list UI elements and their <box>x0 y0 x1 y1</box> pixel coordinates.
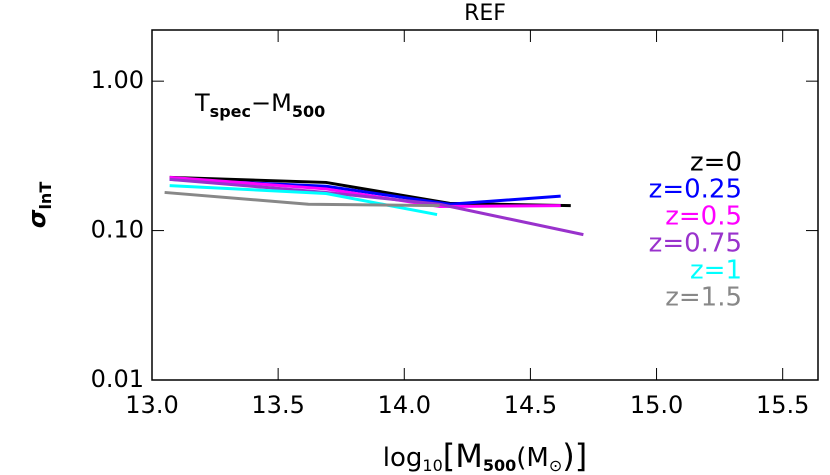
x-label-part: log <box>383 443 423 473</box>
y-tick-label: 0.10 <box>91 216 144 244</box>
chart-title: REF <box>464 1 506 26</box>
x-tick-label: 13.0 <box>125 391 178 419</box>
plot-frame <box>151 29 819 381</box>
y-label-part: lnT <box>36 182 55 210</box>
x-tick-label: 15.0 <box>630 391 683 419</box>
x-axis-label: log10[M500(M⊙)] <box>383 437 587 475</box>
x-tick-label: 14.0 <box>378 391 431 419</box>
legend-entry: z=0.25 <box>649 175 742 205</box>
legend-entry: z=0.75 <box>649 229 742 259</box>
series-line <box>169 177 584 237</box>
y-tick-label: 1.00 <box>91 66 144 94</box>
y-tick-label: 0.01 <box>91 365 144 393</box>
x-label-part: (M <box>516 443 549 473</box>
legend-entry: z=1.5 <box>665 283 742 313</box>
x-tick-label: 15.5 <box>756 391 809 419</box>
x-label-part: 10 <box>422 456 442 475</box>
legend-entry: z=0 <box>690 148 742 178</box>
annotation: Tspec−M500 <box>194 89 325 121</box>
series-line <box>169 184 438 217</box>
annotation-part: 500 <box>292 102 325 121</box>
x-label-part: )] <box>562 437 587 475</box>
x-tick-label: 14.5 <box>504 391 557 419</box>
legend-entry: z=1 <box>690 256 742 286</box>
x-label-part: 500 <box>483 456 516 475</box>
annotation-part: T <box>194 89 210 117</box>
x-label-part: ⊙ <box>549 456 562 475</box>
annotation-part: −M <box>251 89 292 117</box>
y-label-part: σ <box>23 209 51 228</box>
y-axis-label: σlnT <box>23 182 55 229</box>
legend-entry: z=0.5 <box>665 202 742 232</box>
annotation-part: spec <box>210 102 251 121</box>
x-label-part: [M <box>443 437 483 475</box>
x-tick-label: 13.5 <box>251 391 304 419</box>
series-line <box>164 190 440 208</box>
